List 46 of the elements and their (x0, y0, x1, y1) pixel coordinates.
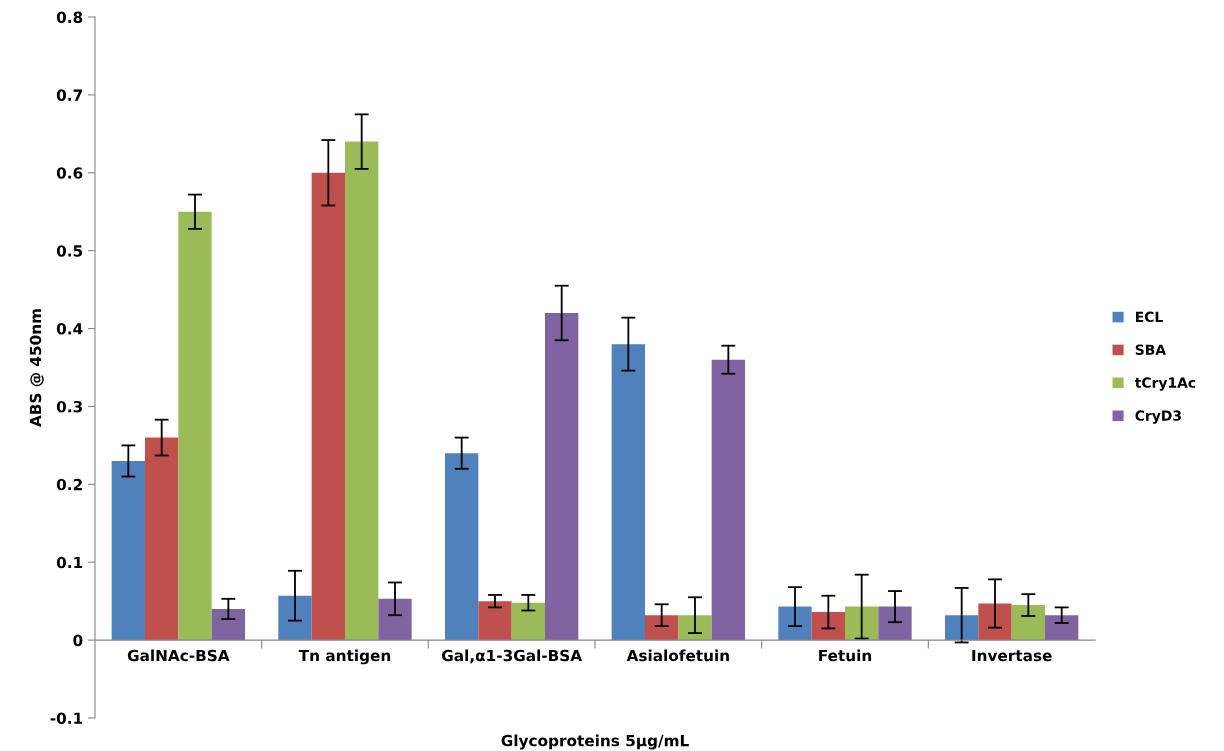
bar (478, 601, 512, 641)
bar (545, 312, 579, 641)
bar (978, 603, 1012, 641)
x-tick-label: Fetuin (819, 649, 872, 662)
x-tick-label: Invertase (972, 649, 1052, 662)
y-tick-label: 0.3 (56, 400, 82, 413)
y-tick-label: 0.4 (56, 323, 83, 335)
bar (945, 615, 979, 641)
legend-label: tCry1Ac (1134, 377, 1196, 391)
bar (1045, 615, 1079, 641)
legend-label: SBA (1135, 344, 1166, 355)
bar (511, 602, 545, 641)
bar (345, 141, 379, 641)
x-tick-label: Gal,α1-3Gal-BSA (441, 649, 583, 664)
bar (378, 598, 412, 641)
bar (211, 608, 245, 641)
y-tick-label: 0 (73, 634, 83, 647)
bar (711, 359, 745, 641)
y-tick-label: 0.8 (56, 11, 83, 24)
y-tick-label: 0.5 (56, 245, 83, 257)
bar (845, 606, 879, 641)
x-tick-label: Asialofetuin (626, 649, 729, 662)
legend-label: ECL (1136, 311, 1163, 323)
bar (645, 615, 679, 641)
x-tick-label: GalNAc-BSA (127, 649, 230, 662)
y-axis-title: ABS @ 450nm (29, 309, 44, 427)
y-tick-label: 0.2 (56, 478, 82, 491)
bar (178, 211, 212, 641)
y-tick-label: 0.6 (56, 167, 83, 179)
bar (445, 453, 479, 641)
bar (611, 344, 645, 641)
y-tick-label: 0.1 (56, 556, 83, 569)
x-tick-label: Tn antigen (298, 649, 391, 665)
bar (111, 460, 145, 641)
x-axis-title: Glycoproteins 5µg/mL (501, 734, 689, 750)
y-tick-label: 0.7 (56, 89, 82, 101)
legend-label: CryD3 (1135, 410, 1181, 424)
y-tick-label: -0.1 (50, 712, 83, 725)
bar (278, 595, 312, 641)
bar (145, 437, 179, 641)
bar (878, 606, 912, 641)
bar (811, 612, 845, 641)
bar (678, 615, 712, 641)
bar (1011, 605, 1045, 641)
bar (311, 172, 345, 641)
bar (778, 606, 812, 641)
